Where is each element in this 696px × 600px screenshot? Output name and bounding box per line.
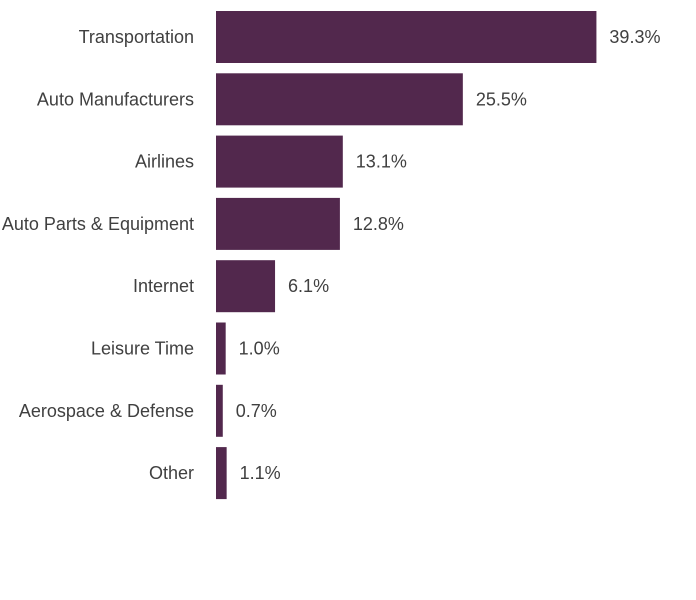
category-label: Auto Parts & Equipment	[2, 214, 194, 234]
bar	[216, 11, 597, 63]
bar	[216, 73, 463, 126]
category-label: Airlines	[135, 152, 194, 172]
category-label: Internet	[133, 276, 194, 296]
bars-group	[216, 11, 597, 500]
value-label: 12.8%	[353, 214, 404, 234]
bar	[216, 260, 276, 313]
value-label: 13.1%	[356, 152, 407, 172]
value-label: 0.7%	[236, 401, 277, 421]
category-label: Leisure Time	[91, 339, 194, 359]
value-label: 39.3%	[609, 27, 660, 47]
bar	[216, 447, 227, 500]
bar	[216, 384, 223, 437]
value-label: 6.1%	[288, 276, 329, 296]
bar	[216, 135, 343, 188]
category-label: Aerospace & Defense	[19, 401, 194, 421]
value-label: 25.5%	[476, 89, 527, 109]
category-label: Other	[149, 463, 194, 483]
category-labels: Transportation Auto Manufacturers Airlines…	[2, 27, 194, 483]
category-label: Transportation	[79, 27, 194, 47]
bar	[216, 197, 340, 250]
value-labels: 39.3% 25.5% 13.1% 12.8% 6.1% 1.0% 0.7% 1.1%	[236, 27, 661, 483]
value-label: 1.0%	[239, 339, 280, 359]
category-label: Auto Manufacturers	[37, 89, 194, 109]
bar	[216, 322, 226, 375]
value-label: 1.1%	[240, 463, 281, 483]
